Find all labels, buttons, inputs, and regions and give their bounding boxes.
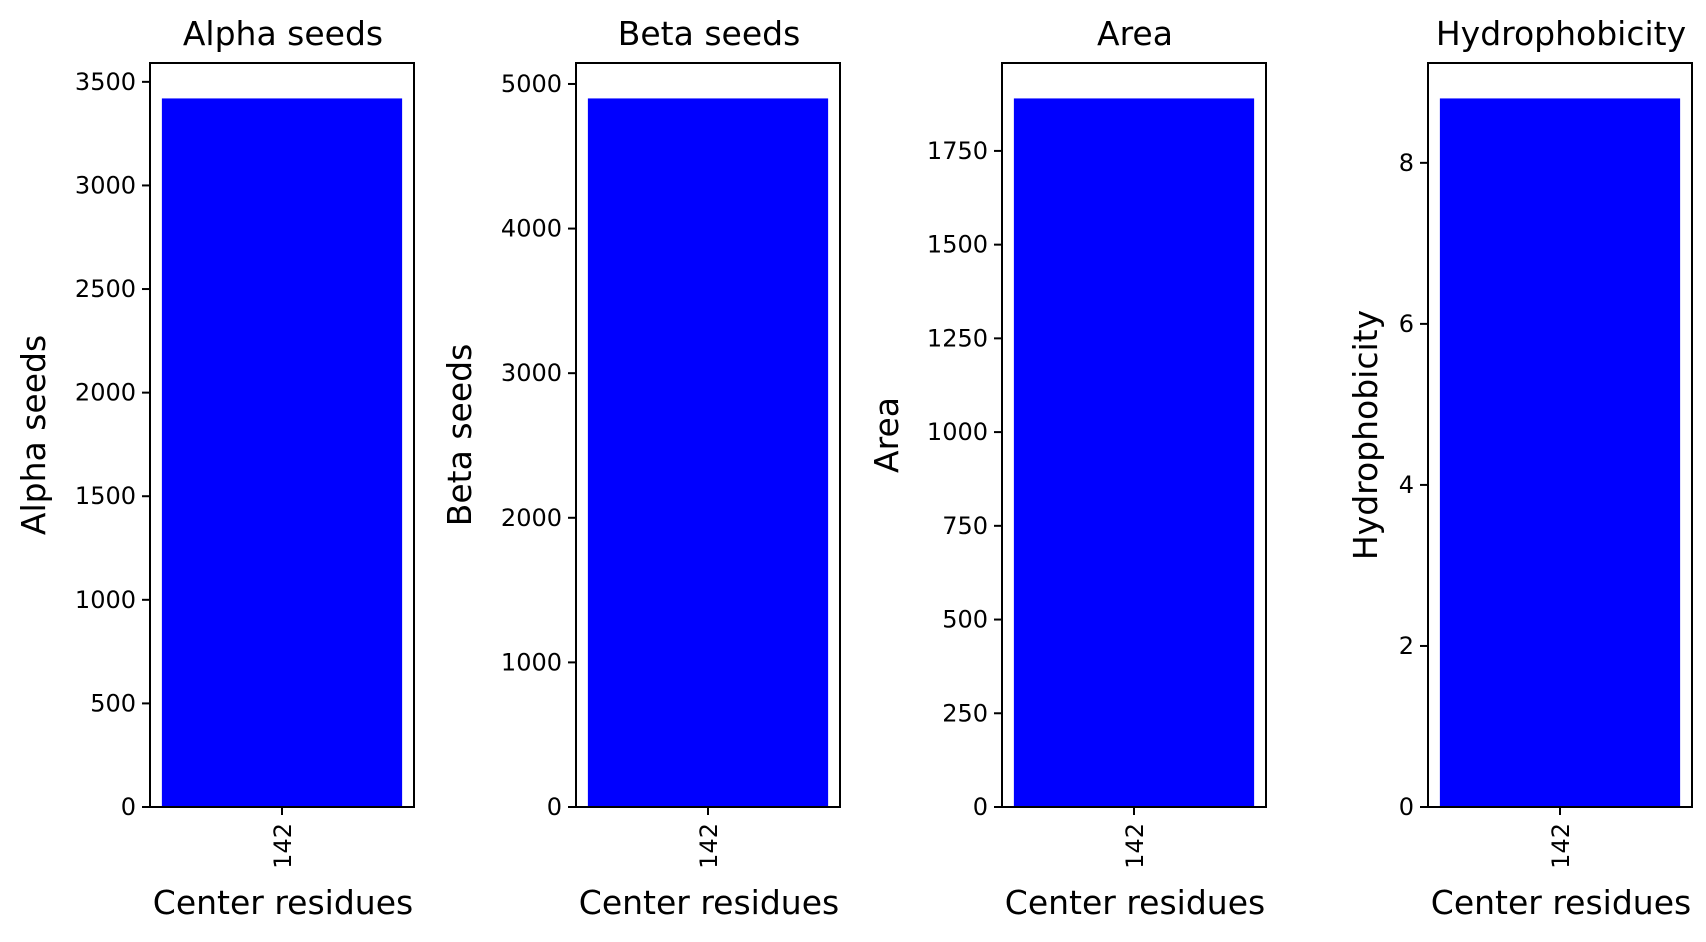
x-axis-label: Center residues [1431,883,1691,922]
y-tick-label: 1250 [927,324,988,352]
y-tick-label: 250 [942,699,988,727]
y-axis-label: Area [867,397,906,473]
y-tick-label: 0 [973,793,988,821]
y-tick-label: 750 [942,512,988,540]
y-tick-label: 1500 [75,482,136,510]
y-tick-label: 500 [90,689,136,717]
y-tick-label: 3500 [75,68,136,96]
y-tick-label: 3000 [501,359,562,387]
y-tick-label: 5000 [501,70,562,98]
subplot-title: Beta seeds [618,14,801,53]
x-axis-label: Center residues [579,883,839,922]
y-axis-label: Beta seeds [440,344,479,527]
subplot-title: Alpha seeds [183,14,383,53]
y-axis-label: Hydrophobicity [1346,310,1385,560]
y-tick-label: 1750 [927,137,988,165]
y-tick-label: 2000 [75,379,136,407]
y-tick-label: 500 [942,606,988,634]
x-axis-label: Center residues [153,883,413,922]
y-axis-label: Alpha seeds [14,335,53,535]
y-tick-label: 1000 [501,648,562,676]
y-tick-label: 6 [1399,310,1414,338]
bar [161,98,403,807]
bar [1439,98,1681,807]
bar [1013,98,1255,807]
x-axis-label: Center residues [1005,883,1265,922]
y-tick-label: 0 [547,793,562,821]
plot-area: 0 250 500 750 1000 1250 1500 1750 142 [927,62,1267,869]
plot-area: 0 2 4 6 8 142 [1399,62,1693,869]
y-tick-label: 1500 [927,231,988,259]
subplot-title: Area [1097,14,1173,53]
subplot-alpha-seeds: Alpha seeds Center residues Alpha seeds … [14,14,415,922]
y-tick-label: 2000 [501,504,562,532]
subplot-hydrophobicity: Hydrophobicity Center residues Hydrophob… [1346,14,1693,922]
plot-area: 0 1000 2000 3000 4000 5000 142 [501,62,841,869]
x-tick-label: 142 [695,823,723,869]
y-tick-label: 8 [1399,149,1414,177]
subplot-beta-seeds: Beta seeds Center residues Beta seeds 0 1… [440,14,841,922]
plot-area: 0 500 1000 1500 2000 2500 3000 3500 142 [75,62,415,869]
y-tick-label: 4000 [501,215,562,243]
subplot-area: Area Center residues Area 0 250 500 750 1000… [867,14,1267,922]
x-tick-label: 142 [1121,823,1149,869]
y-tick-label: 2500 [75,275,136,303]
y-tick-label: 0 [121,793,136,821]
y-tick-label: 4 [1399,471,1414,499]
bar [587,98,829,807]
y-tick-label: 1000 [75,586,136,614]
y-tick-label: 0 [1399,793,1414,821]
y-tick-label: 3000 [75,171,136,199]
x-tick-label: 142 [269,823,297,869]
subplot-title: Hydrophobicity [1436,14,1686,53]
y-tick-label: 2 [1399,632,1414,660]
y-tick-label: 1000 [927,418,988,446]
x-tick-label: 142 [1547,823,1575,869]
